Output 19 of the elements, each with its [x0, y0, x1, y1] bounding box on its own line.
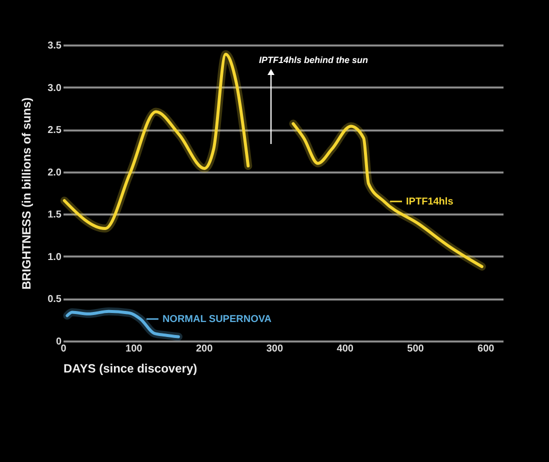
legend-label: IPTF14hls: [406, 196, 454, 208]
x-tick-label: 100: [126, 344, 143, 354]
y-tick-label: 2.5: [48, 125, 62, 136]
y-tick-label: 2.0: [48, 167, 62, 178]
y-tick-label: 1.0: [48, 252, 62, 263]
legend-label: NORMAL SUPERNOVA: [162, 314, 272, 326]
x-tick-label: 600: [478, 344, 495, 354]
x-tick-label: 500: [407, 344, 424, 354]
y-tick-label: 3.5: [48, 40, 62, 52]
x-tick-label: 400: [336, 344, 354, 354]
annotation: IPTF14hls behind the sun: [259, 55, 369, 65]
y-axis-title: BRIGHTNESS (in billions of suns): [20, 97, 34, 290]
x-tick-label: 200: [196, 344, 214, 354]
x-axis-title: DAYS (since discovery): [64, 362, 198, 376]
y-tick-label: 3.0: [48, 82, 62, 94]
y-tick-label: 1.5: [48, 210, 62, 221]
y-tick-label: 0.5: [48, 294, 62, 306]
x-tick-label: 300: [266, 344, 284, 354]
y-tick-label: 0: [56, 336, 62, 348]
